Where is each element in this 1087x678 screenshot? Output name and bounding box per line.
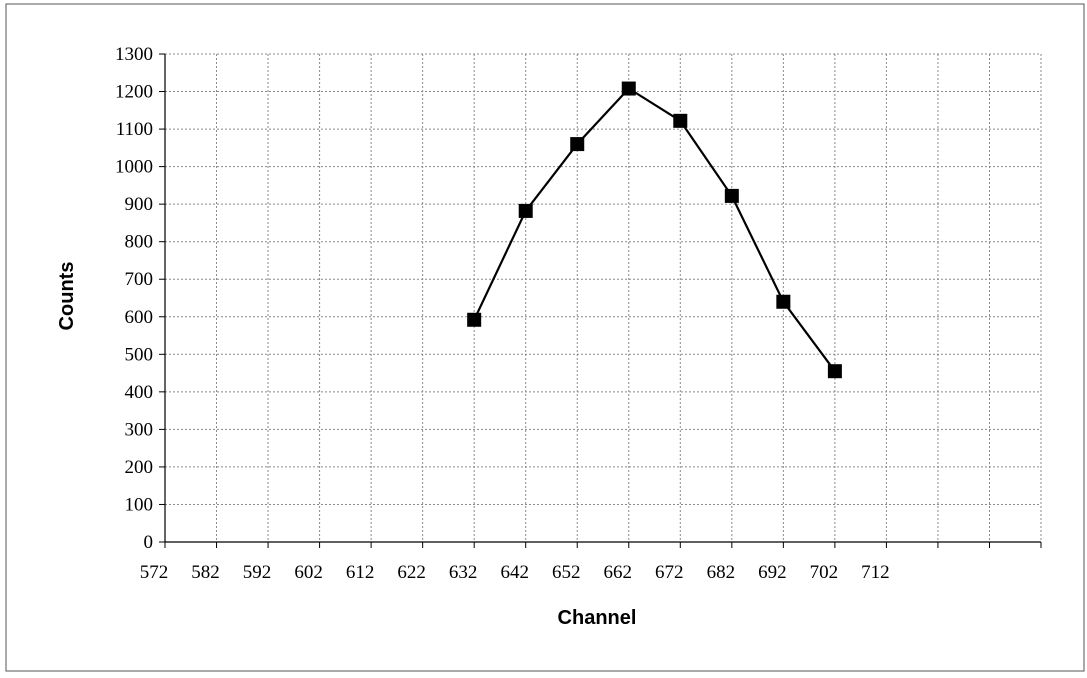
y-tick-label: 800 <box>125 232 154 253</box>
y-tick-label: 1000 <box>115 157 153 178</box>
y-tick-labels: 0 100 200 300 400 500 600 700 800 900 1000 1100 1200… <box>115 44 153 553</box>
y-tick-label: 900 <box>125 194 154 215</box>
x-tick-label: 682 <box>707 562 736 583</box>
x-tick-label: 652 <box>552 562 581 583</box>
data-point-marker <box>570 137 585 152</box>
data-point-marker <box>467 312 482 327</box>
y-tick-label: 500 <box>125 344 154 365</box>
data-point-marker <box>724 188 739 203</box>
x-tick-label: 602 <box>294 562 323 583</box>
x-tick-label: 592 <box>243 562 272 583</box>
gridlines <box>165 53 1042 542</box>
y-axis-title: Counts <box>56 262 78 331</box>
data-point-marker <box>673 113 688 128</box>
y-tick-label: 400 <box>125 382 154 403</box>
axes <box>159 53 1042 548</box>
x-axis-title: Channel <box>558 607 637 629</box>
y-tick-label: 600 <box>125 307 154 328</box>
y-tick-label: 1100 <box>116 119 153 140</box>
data-point-marker <box>518 203 533 218</box>
x-tick-labels: 572 582 592 602 612 622 632 642 652 662 672 682 692 7… <box>140 562 890 583</box>
x-tick-label: 662 <box>604 562 633 583</box>
data-point-marker <box>776 294 791 309</box>
data-point-marker <box>621 81 636 96</box>
y-tick-label: 700 <box>125 269 154 290</box>
y-tick-label: 200 <box>125 457 154 478</box>
y-tick-label: 300 <box>125 419 154 440</box>
data-point-marker <box>827 364 842 379</box>
x-tick-label: 572 <box>140 562 169 583</box>
x-tick-label: 672 <box>655 562 684 583</box>
x-tick-label: 702 <box>810 562 839 583</box>
y-tick-label: 1200 <box>115 82 153 103</box>
x-tick-label: 632 <box>449 562 478 583</box>
x-tick-label: 712 <box>861 562 890 583</box>
x-tick-label: 582 <box>191 562 220 583</box>
x-tick-label: 692 <box>758 562 787 583</box>
x-tick-label: 622 <box>397 562 426 583</box>
series-line <box>473 87 836 372</box>
y-tick-label: 1300 <box>115 44 153 65</box>
x-tick-label: 612 <box>346 562 375 583</box>
chart-outer-border <box>5 3 1085 672</box>
x-tick-label: 642 <box>500 562 529 583</box>
data-series <box>467 81 842 379</box>
y-tick-label: 0 <box>144 532 154 553</box>
y-tick-label: 100 <box>125 494 154 515</box>
